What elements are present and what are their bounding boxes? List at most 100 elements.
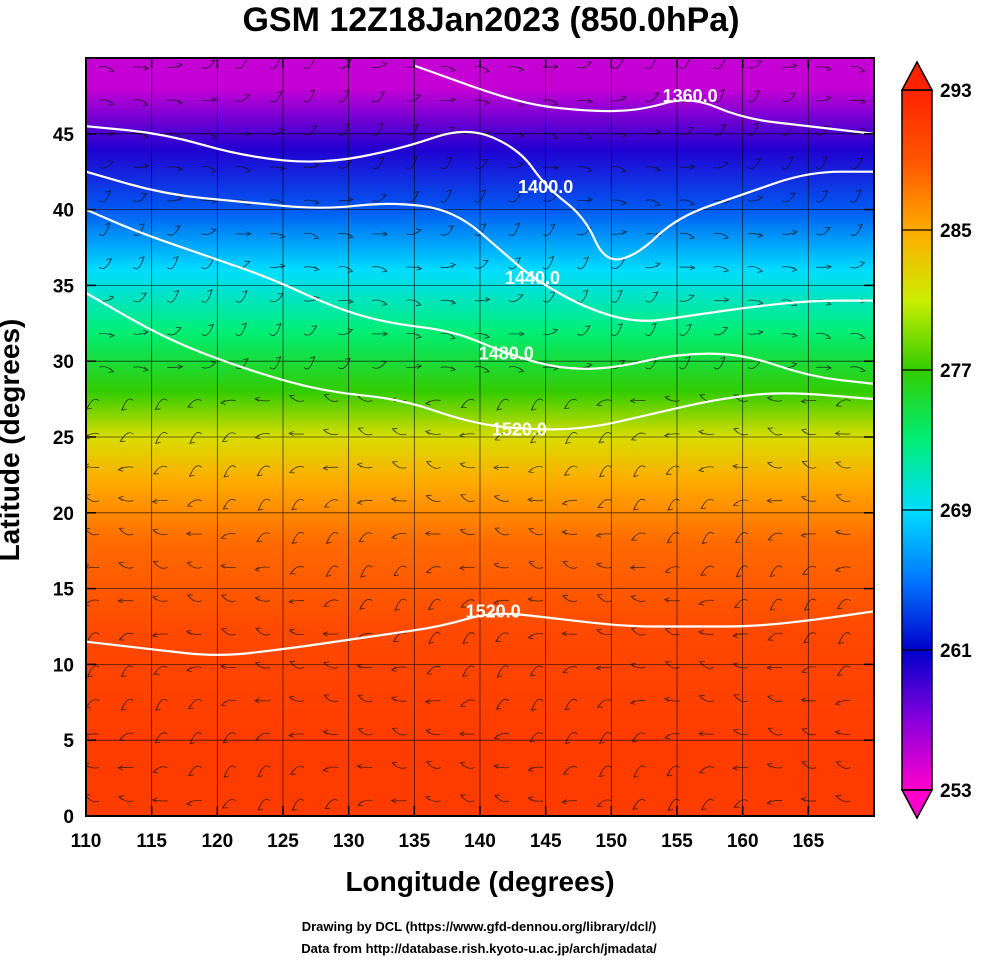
streamline-arrowhead [552, 134, 559, 140]
streamline-arrowhead [700, 570, 707, 576]
streamline-arrowhead [424, 699, 431, 705]
streamline-arrowhead [358, 537, 365, 542]
streamline-arrowhead [801, 728, 808, 733]
streamline-arrowhead [143, 65, 150, 71]
streamline-arrowhead [800, 796, 807, 802]
streamline-arrowhead [732, 662, 739, 668]
streamline-arrowhead [767, 636, 774, 641]
streamline-arrowhead [582, 289, 589, 295]
streamline-arrowhead [621, 95, 627, 101]
streamline [835, 433, 851, 435]
colorbar-tick-label: 261 [940, 641, 972, 662]
streamline-arrowhead [177, 166, 184, 172]
streamline-arrowhead [324, 804, 331, 810]
streamline-arrowhead [279, 165, 286, 171]
streamline-arrowhead [586, 61, 593, 67]
plot-area: 1360.0 1400.0 1440.0 1480.0 1520.0 1520.0 [86, 58, 874, 816]
streamline-arrowhead [117, 765, 124, 771]
streamline-arrowhead [757, 195, 764, 201]
streamline-arrowhead [185, 531, 192, 537]
streamline-arrowhead [553, 64, 559, 70]
streamline-arrowhead [241, 322, 247, 329]
streamline-arrowhead [519, 331, 525, 337]
colorbar-bar [901, 89, 933, 791]
streamline-arrowhead [253, 698, 260, 704]
streamline-arrowhead [769, 571, 776, 578]
streamline-arrowhead [527, 596, 534, 602]
streamline-arrowhead [323, 502, 330, 508]
streamline-arrowhead [664, 568, 671, 574]
streamline-arrowhead [275, 322, 282, 329]
chart-title: GSM 12Z18Jan2023 (850.0hPa) [242, 1, 740, 39]
streamline-arrowhead [732, 501, 739, 507]
streamline-arrowhead [666, 771, 673, 777]
streamline [201, 98, 217, 101]
streamline-arrowhead [391, 761, 398, 767]
streamline-arrowhead [653, 92, 660, 98]
streamline-arrowhead [792, 229, 798, 236]
streamline-arrowhead [139, 256, 145, 262]
streamline-arrowhead [800, 428, 807, 434]
streamline-arrowhead [415, 228, 422, 234]
streamline-arrowhead [685, 355, 691, 362]
colorbar-extend-max [900, 60, 934, 91]
streamline [732, 766, 748, 769]
streamline-arrowhead [425, 568, 432, 574]
streamline-arrowhead [689, 234, 695, 240]
streamline-arrowhead [381, 62, 388, 67]
streamline-arrowhead [803, 605, 810, 611]
streamline-arrowhead [309, 89, 316, 95]
x-tick-label: 125 [267, 831, 299, 852]
streamline-arrowhead [733, 803, 740, 808]
x-tick-label: 110 [71, 831, 102, 852]
streamline-arrowhead [256, 471, 263, 477]
contour-label: 1440.0 [505, 268, 560, 288]
streamline-arrowhead [651, 58, 657, 62]
streamline-arrowhead [732, 632, 738, 638]
streamline-arrowhead [175, 225, 181, 231]
contour-line [413, 64, 874, 135]
streamline-arrowhead [105, 190, 112, 196]
streamline-arrowhead [460, 494, 466, 499]
streamline-arrowhead [790, 92, 797, 98]
streamline-arrowhead [698, 629, 704, 635]
streamline-arrowhead [685, 58, 691, 62]
streamline-arrowhead [360, 572, 366, 578]
streamline-arrowhead [826, 66, 832, 72]
streamline-arrowhead [496, 405, 503, 411]
streamline-arrowhead [425, 761, 432, 766]
streamline-arrowhead [177, 99, 184, 105]
streamline-arrowhead [424, 429, 431, 435]
streamline-arrowhead [480, 189, 487, 195]
x-tick-label: 135 [398, 831, 430, 852]
streamline-arrowhead [450, 299, 457, 305]
streamline-arrowhead [834, 700, 841, 706]
streamline-arrowhead [242, 290, 248, 296]
streamline-arrowhead [766, 461, 773, 467]
streamline-arrowhead [664, 734, 671, 740]
streamline-arrowhead [822, 189, 829, 196]
streamline-arrowhead [563, 470, 570, 476]
colorbar-tick-label: 293 [940, 81, 972, 102]
streamline-arrowhead [689, 265, 696, 271]
x-tick-label: 160 [727, 831, 759, 852]
streamline-arrowhead [597, 503, 604, 509]
streamline-arrowhead [791, 362, 798, 368]
streamline-arrowhead [787, 156, 794, 162]
streamline-arrowhead [834, 431, 841, 437]
streamline-arrowhead [493, 562, 500, 568]
streamline-arrowhead [801, 668, 807, 674]
streamline-arrowhead [392, 637, 399, 643]
streamline-arrowhead [390, 798, 397, 804]
streamline-arrowhead [188, 471, 195, 477]
streamline-arrowhead [210, 167, 217, 173]
streamline-arrowhead [188, 771, 194, 777]
streamline-arrowhead [119, 437, 126, 442]
streamline-arrowhead [357, 427, 364, 433]
streamline-arrowhead [311, 125, 318, 131]
streamline-arrowhead [416, 363, 423, 369]
streamline-arrowhead [322, 767, 329, 773]
streamline-arrowhead [723, 234, 730, 240]
streamline-arrowhead [413, 191, 420, 197]
streamline-arrowhead [530, 438, 536, 444]
